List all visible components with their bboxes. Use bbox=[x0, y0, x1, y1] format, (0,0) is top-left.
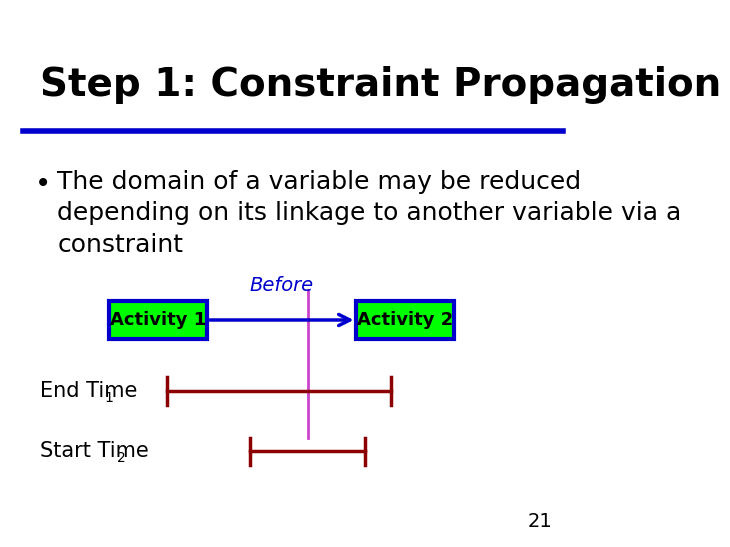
Text: 1: 1 bbox=[104, 391, 113, 405]
Text: Activity 1: Activity 1 bbox=[110, 311, 206, 329]
Text: Step 1: Constraint Propagation: Step 1: Constraint Propagation bbox=[40, 66, 721, 103]
Text: 21: 21 bbox=[527, 511, 552, 531]
Text: The domain of a variable may be reduced
depending on its linkage to another vari: The domain of a variable may be reduced … bbox=[58, 170, 682, 257]
Text: 2: 2 bbox=[118, 451, 126, 465]
Bar bbox=[110, 301, 207, 339]
Text: Start Time: Start Time bbox=[40, 441, 149, 461]
Bar bbox=[356, 301, 454, 339]
Text: Before: Before bbox=[250, 276, 314, 295]
Text: Activity 2: Activity 2 bbox=[357, 311, 453, 329]
Text: •: • bbox=[34, 170, 51, 197]
Text: End Time: End Time bbox=[40, 381, 138, 401]
